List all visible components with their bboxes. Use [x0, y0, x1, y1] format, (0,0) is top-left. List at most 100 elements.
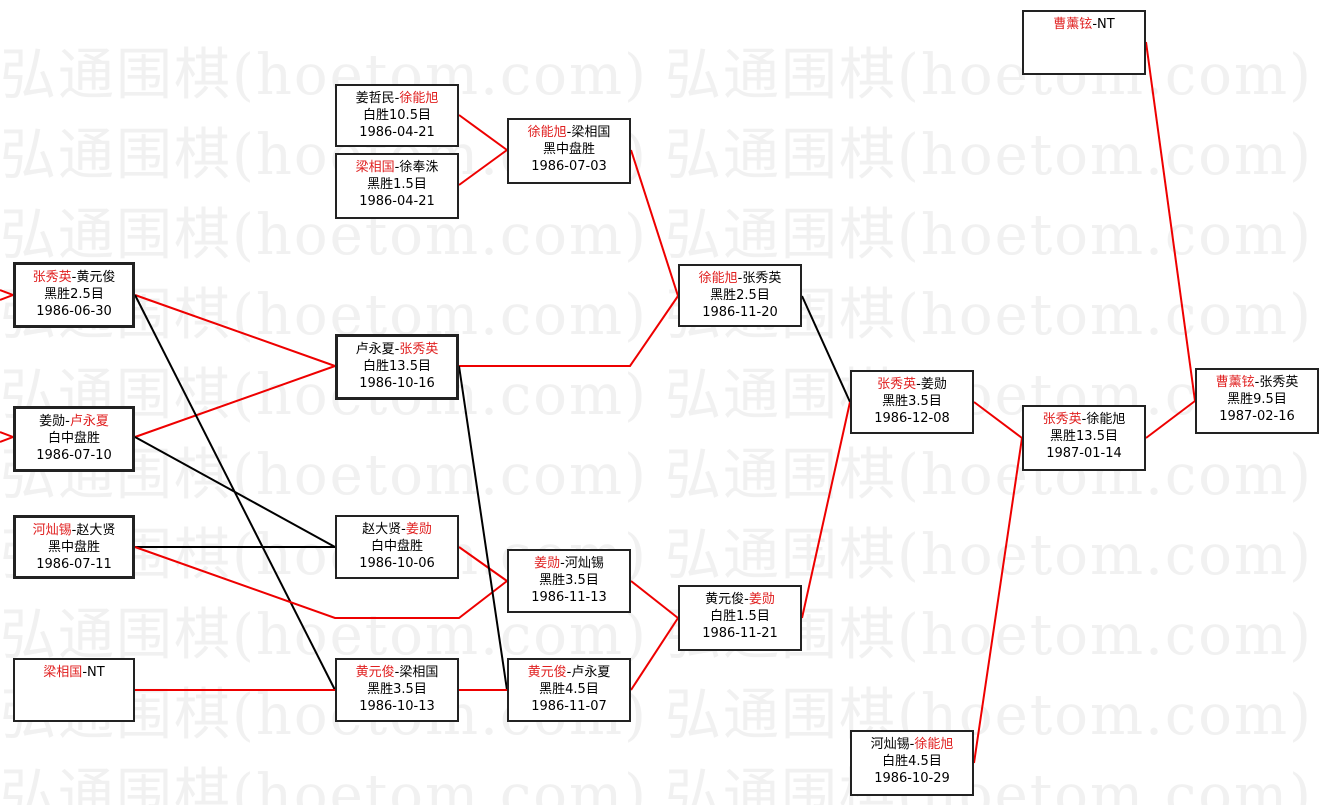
separator: - [401, 522, 406, 537]
match-players: 姜勋-卢永夏 [16, 413, 132, 430]
match-box[interactable]: 黄元俊-姜勋 白胜1.5目 1986-11-21 [678, 585, 802, 651]
separator: - [560, 556, 565, 571]
match-result: 黑中盘胜 [542, 142, 595, 157]
match-players: 梁相国-NT [15, 664, 133, 681]
match-box[interactable]: 黄元俊-梁相国 黑胜3.5目 1986-10-13 [335, 658, 459, 722]
winner-connector [630, 580, 679, 619]
winner-connector [0, 431, 16, 443]
player-white: 姜勋 [920, 377, 947, 392]
player-black: 河灿锡 [32, 523, 72, 538]
match-date: 1986-12-08 [874, 411, 950, 426]
player-white: 徐奉洙 [399, 160, 439, 175]
player-white: 徐能旭 [1086, 412, 1126, 427]
match-players: 曹薰铉-张秀英 [1197, 374, 1317, 391]
separator: - [1092, 17, 1098, 32]
match-date: 1986-10-29 [874, 771, 950, 786]
winner-connector [134, 294, 336, 367]
match-date: 1986-11-07 [531, 699, 607, 714]
match-box[interactable]: 梁相国-NT [13, 658, 135, 722]
player-black: 曹薰铉 [1053, 17, 1093, 32]
match-players: 河灿锡-徐能旭 [852, 736, 972, 753]
player-black: 张秀英 [1042, 412, 1082, 427]
player-white: 卢永夏 [571, 665, 611, 680]
match-date: 1987-01-14 [1046, 446, 1122, 461]
player-black: 张秀英 [877, 377, 917, 392]
match-box[interactable]: 徐能旭-梁相国 黑中盘胜 1986-07-03 [507, 118, 631, 184]
player-black: 姜勋 [534, 556, 561, 571]
match-box[interactable]: 河灿锡-赵大贤 黑中盘胜 1986-07-11 [13, 515, 135, 579]
separator: - [916, 377, 921, 392]
player-black: 黄元俊 [527, 665, 567, 680]
match-box[interactable]: 梁相国-徐奉洙 黑胜1.5目 1986-04-21 [335, 153, 459, 219]
match-box[interactable]: 曹薰铉-NT [1022, 10, 1146, 75]
match-result: 白胜13.5目 [363, 359, 431, 374]
match-result: 黑胜3.5目 [539, 573, 599, 588]
player-black: 张秀英 [32, 270, 72, 285]
loser-connector [801, 295, 851, 403]
match-box[interactable]: 赵大贤-姜勋 白中盘胜 1986-10-06 [335, 515, 459, 579]
separator: - [394, 91, 400, 106]
match-players: 徐能旭-张秀英 [680, 270, 800, 287]
match-players: 赵大贤-姜勋 [337, 521, 457, 538]
winner-connector [458, 546, 508, 582]
player-white: 梁相国 [399, 665, 439, 680]
match-result: 黑胜2.5目 [710, 288, 770, 303]
player-white: 张秀英 [1259, 375, 1299, 390]
match-players: 卢永夏-张秀英 [338, 341, 456, 358]
separator: - [71, 270, 77, 285]
match-box[interactable]: 张秀英-徐能旭 黑胜13.5目 1987-01-14 [1022, 405, 1146, 471]
match-result: 黑胜9.5目 [1227, 392, 1287, 407]
match-date: 1986-06-30 [36, 304, 112, 319]
loser-connector [134, 436, 336, 548]
match-result: 白中盘胜 [47, 431, 100, 446]
match-date: 1986-04-21 [359, 194, 435, 209]
player-white: NT [87, 665, 105, 680]
separator: - [65, 414, 70, 429]
match-date: 1986-10-16 [359, 376, 435, 391]
match-box[interactable]: 卢永夏-张秀英 白胜13.5目 1986-10-16 [335, 334, 459, 400]
player-white: 黄元俊 [76, 270, 116, 285]
match-result: 黑胜13.5目 [1050, 429, 1118, 444]
player-black: 黄元俊 [705, 592, 745, 607]
winner-connector [458, 149, 508, 186]
match-box[interactable]: 徐能旭-张秀英 黑胜2.5目 1986-11-20 [678, 264, 802, 327]
player-black: 河灿锡 [870, 737, 910, 752]
match-result: 白中盘胜 [370, 539, 423, 554]
player-white: 张秀英 [742, 271, 782, 286]
match-players: 河灿锡-赵大贤 [16, 522, 132, 539]
winner-connector [973, 401, 1023, 439]
match-players: 曹薰铉-NT [1024, 16, 1144, 33]
player-white: 河灿锡 [564, 556, 604, 571]
match-date: 1986-11-21 [702, 626, 778, 641]
winner-connector [459, 295, 679, 367]
match-box[interactable]: 曹薰铉-张秀英 黑胜9.5目 1987-02-16 [1195, 368, 1319, 434]
winner-connector [458, 114, 508, 151]
match-result: 黑胜2.5目 [44, 287, 104, 302]
match-date: 1986-07-03 [531, 159, 607, 174]
separator: - [394, 160, 400, 175]
match-box[interactable]: 姜勋-卢永夏 白中盘胜 1986-07-10 [13, 406, 135, 472]
match-box[interactable]: 姜勋-河灿锡 黑胜3.5目 1986-11-13 [507, 549, 631, 613]
match-players: 黄元俊-梁相国 [337, 664, 457, 681]
player-white: 姜勋 [748, 592, 775, 607]
player-white: 卢永夏 [69, 414, 109, 429]
player-black: 徐能旭 [698, 271, 738, 286]
match-date: 1986-07-10 [36, 448, 112, 463]
match-result: 黑胜3.5目 [367, 682, 427, 697]
match-result: 黑胜1.5目 [367, 177, 427, 192]
separator: - [82, 665, 88, 680]
player-white: 徐能旭 [399, 91, 439, 106]
player-black: 赵大贤 [362, 522, 402, 537]
player-black: 姜哲民 [355, 91, 395, 106]
winner-connector [801, 401, 851, 619]
match-box[interactable]: 张秀英-黄元俊黑胜2.5目 1986-06-30 [13, 262, 135, 328]
match-box[interactable]: 姜哲民-徐能旭 白胜10.5目 1986-04-21 [335, 84, 459, 147]
match-box[interactable]: 河灿锡-徐能旭 白胜4.5目 1986-10-29 [850, 730, 974, 796]
match-players: 张秀英-姜勋 [852, 376, 972, 393]
separator: - [71, 523, 77, 538]
winner-connector [630, 617, 679, 691]
match-box[interactable]: 黄元俊-卢永夏 黑胜4.5目 1986-11-07 [507, 658, 631, 722]
match-box[interactable]: 张秀英-姜勋 黑胜3.5目 1986-12-08 [850, 370, 974, 434]
winner-connector [134, 365, 336, 438]
